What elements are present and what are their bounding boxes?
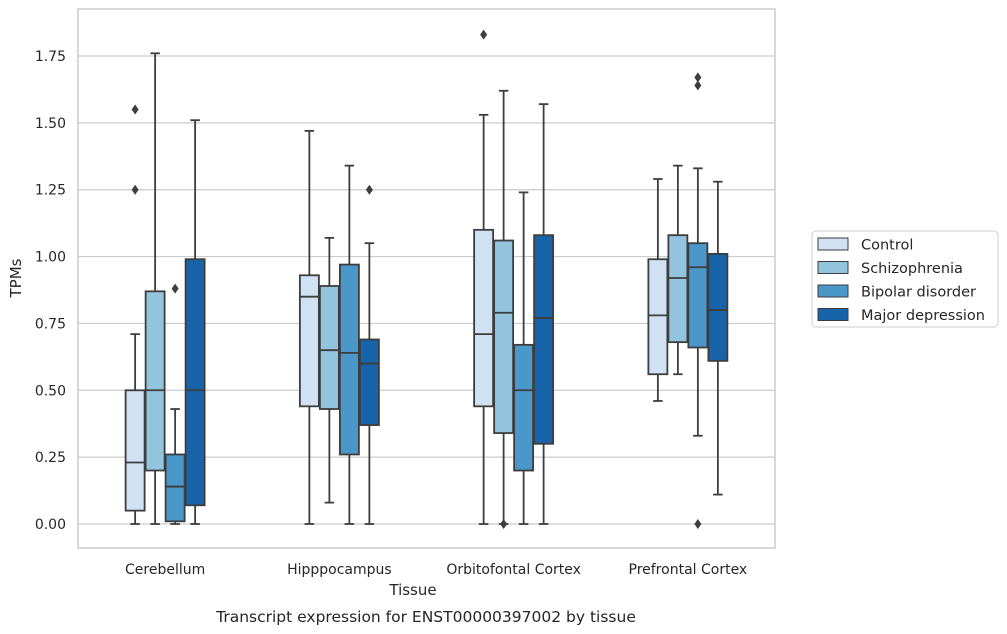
legend: Control Schizophrenia Bipolar disorder Majo… [811, 230, 999, 328]
legend-swatch [817, 308, 849, 321]
box [533, 103, 555, 525]
x-tick-labels: Cerebellum Hipppocampus Orbitofontal Corte… [125, 562, 747, 578]
y-tick-label: 1.75 [35, 49, 66, 65]
box-iqr [667, 234, 689, 344]
box [667, 164, 689, 376]
chart-caption: Transcript expression for ENST0000039700… [215, 608, 636, 626]
box [513, 191, 535, 525]
outlier-point [694, 80, 702, 91]
x-tick-label: Prefrontal Cortex [629, 562, 748, 578]
box-iqr [513, 343, 535, 472]
legend-frame [811, 230, 999, 328]
x-tick-label: Hipppocampus [287, 562, 392, 578]
y-tick-label: 1.50 [35, 116, 66, 132]
box [318, 236, 340, 504]
box [473, 113, 495, 525]
box-iqr [493, 239, 515, 434]
legend-label: Control [861, 238, 913, 254]
box [164, 283, 186, 525]
y-tick-label: 0.25 [35, 450, 66, 466]
y-tick-labels: 0.00 0.25 0.50 0.75 1.00 1.25 1.50 1.75 [35, 49, 66, 533]
outlier-point [694, 72, 702, 83]
outlier-point [171, 283, 179, 294]
box-iqr [533, 234, 555, 445]
outlier-point [480, 29, 488, 40]
box [707, 180, 729, 496]
x-tick-label: Orbitofontal Cortex [446, 562, 581, 578]
legend-label: Major depression [861, 308, 985, 324]
box-iqr [647, 258, 669, 376]
y-tick-label: 0.00 [35, 517, 66, 533]
y-tick-label: 0.75 [35, 316, 66, 332]
box-iqr [164, 453, 186, 523]
box [184, 119, 206, 525]
box-iqr [687, 242, 709, 349]
y-tick-label: 1.00 [35, 250, 66, 266]
x-tick-label: Cerebellum [125, 562, 205, 578]
legend-swatch [817, 261, 849, 274]
box [687, 72, 709, 529]
outlier-point [365, 184, 373, 195]
box [358, 184, 380, 525]
box-iqr [318, 285, 340, 410]
box-iqr [473, 228, 495, 408]
box [144, 52, 166, 525]
box [493, 89, 515, 525]
outlier-point [694, 519, 702, 529]
plot-frame [77, 8, 776, 549]
legend-label: Bipolar disorder [861, 285, 976, 301]
box [647, 178, 669, 402]
x-axis-label: Tissue [388, 581, 436, 599]
box-iqr [144, 290, 166, 472]
y-axis-label: TPMs [7, 258, 25, 298]
outlier-point [131, 104, 139, 115]
box [124, 104, 146, 525]
box-iqr [707, 252, 729, 362]
legend-swatch [817, 237, 849, 251]
legend-swatch [817, 284, 849, 298]
y-tick-label: 0.50 [35, 383, 66, 399]
box-iqr [338, 263, 360, 456]
box-iqr [358, 338, 380, 426]
box-iqr [184, 258, 206, 507]
legend-label: Schizophrenia [861, 261, 963, 277]
y-tick-label: 1.25 [35, 183, 66, 199]
box [298, 129, 320, 525]
outlier-point [500, 519, 508, 529]
box-iqr [124, 389, 146, 512]
outlier-point [131, 184, 139, 195]
boxes [124, 29, 729, 529]
box-iqr [298, 274, 320, 408]
box [338, 164, 360, 525]
